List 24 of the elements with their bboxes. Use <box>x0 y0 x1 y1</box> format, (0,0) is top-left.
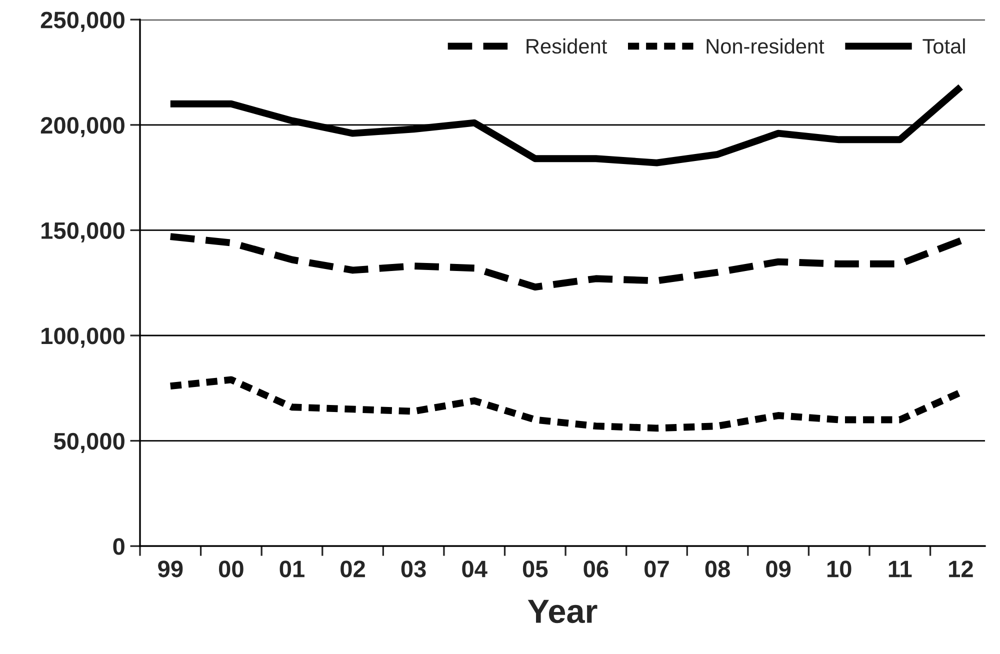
x-tick-label: 00 <box>218 560 244 578</box>
legend-label: Non-resident <box>706 38 824 54</box>
y-tick-label: 200,000 <box>40 116 124 138</box>
y-tick-label: 100,000 <box>42 328 124 348</box>
x-tick-label: 02 <box>340 560 365 578</box>
x-tick-label: 01 <box>280 560 304 578</box>
x-tick-label: 08 <box>705 560 730 578</box>
x-tick-label: 09 <box>766 560 791 578</box>
x-tick-label: 03 <box>401 560 426 578</box>
x-tick-label: 07 <box>644 560 669 578</box>
x-tick-label: 11 <box>888 560 912 578</box>
x-tick-label: 06 <box>584 560 608 578</box>
y-tick-label: 50,000 <box>54 432 124 454</box>
x-tick-label: 05 <box>522 560 548 578</box>
y-tick-label: 150,000 <box>42 222 124 242</box>
legend-label: Total <box>922 38 965 54</box>
x-axis-title: Year <box>528 600 598 624</box>
x-tick-label: 99 <box>158 560 183 578</box>
x-tick-label: 04 <box>462 560 488 578</box>
y-tick-label: 250,000 <box>40 12 124 32</box>
x-tick-label: 12 <box>949 560 973 578</box>
x-tick-label: 10 <box>827 560 852 578</box>
legend-label: Resident <box>526 38 608 54</box>
y-tick-label: 0 <box>113 538 124 555</box>
